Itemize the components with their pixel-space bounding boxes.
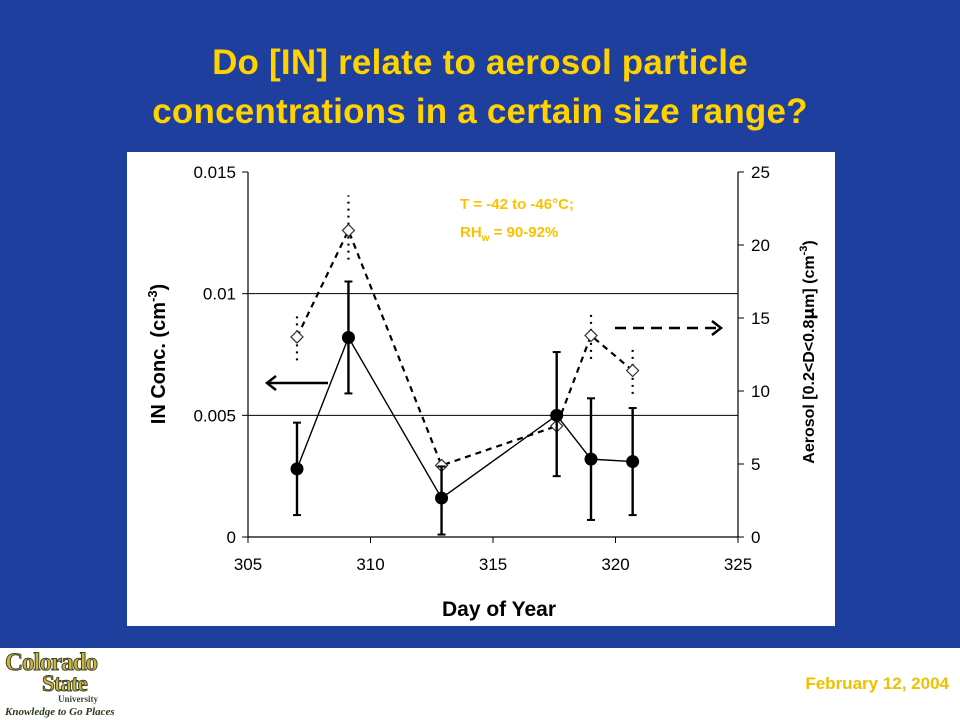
y-right-tick-label: 25: [751, 163, 770, 182]
y-left-axis-title: IN Conc. (cm-3): [145, 284, 170, 424]
y-left-title-sup: -3: [145, 290, 160, 302]
chart: 305 310 315 320 325 0 0.005 0.01 0.015 0 5 10 15 20 25…: [145, 163, 818, 621]
y-right-tick-label: 10: [751, 382, 770, 401]
logo-university: University: [58, 694, 98, 704]
y-right-title-tail: ): [801, 240, 818, 245]
chart-panel: 305 310 315 320 325 0 0.005 0.01 0.015 0 5 10 15 20 25…: [127, 152, 835, 626]
title-line-2: concentrations in a certain size range?: [152, 92, 808, 131]
aerosol-series: [290, 195, 640, 473]
y-right-tick-label: 15: [751, 309, 770, 328]
aerosol-point: [290, 330, 304, 344]
title-line-1: Do [IN] relate to aerosol particle: [212, 43, 748, 82]
aerosol-point: [625, 363, 640, 378]
logo-tagline: Knowledge to Go Places: [4, 706, 115, 718]
y-left-tick-label: 0: [227, 528, 236, 547]
in-conc-series: [290, 280, 640, 536]
footer: Colorado State University Knowledge to G…: [0, 648, 960, 720]
x-tick-label: 315: [479, 555, 507, 574]
slide-title: Do [IN] relate to aerosol particle conce…: [0, 38, 960, 136]
in-point: [435, 491, 449, 505]
annotation-line-2: RHw = 90-92%: [460, 224, 558, 244]
annotation-rh-sub: w: [481, 233, 490, 244]
y-left-title-tail: ): [148, 284, 170, 291]
logo-colorado: Colorado: [5, 649, 98, 676]
x-tick-label: 320: [601, 555, 629, 574]
y-right-tick-label: 20: [751, 236, 770, 255]
csu-logo: Colorado State University Knowledge to G…: [4, 649, 115, 719]
right-axis-arrow-head: [711, 320, 724, 336]
annotation-rh: RH: [460, 224, 482, 241]
plot-area: [248, 172, 738, 537]
y-left-tick-label: 0.015: [193, 163, 236, 182]
in-point: [290, 462, 304, 476]
annotation-line-1: T = -42 to -46°C;: [460, 196, 574, 213]
logo-state: State: [42, 671, 88, 696]
y-right-title-mu: μ: [799, 308, 818, 320]
in-point: [584, 452, 598, 466]
ticks: 305 310 315 320 325 0 0.005 0.01 0.015 0 5 10 15 20 25: [193, 163, 769, 574]
aerosol-point: [341, 223, 356, 238]
y-right-title-sup: -3: [798, 246, 810, 256]
y-right-tick-label: 5: [751, 455, 760, 474]
date-label: February 12, 2004: [805, 674, 949, 693]
aerosol-line: [296, 227, 634, 467]
x-tick-label: 310: [356, 555, 384, 574]
x-tick-label: 325: [724, 555, 752, 574]
gridlines: [248, 293, 738, 416]
y-right-axis-title: Aerosol [0.2<D<0.8μm] (cm-3): [798, 240, 818, 463]
left-axis-arrow-head: [264, 375, 277, 391]
y-left-tick-label: 0.005: [193, 406, 236, 425]
x-axis-title: Day of Year: [442, 598, 556, 621]
x-tick-label: 305: [234, 555, 262, 574]
in-point: [626, 455, 640, 469]
annotation-rh-value: = 90-92%: [489, 224, 558, 241]
y-right-title-mid: m] (cm: [801, 255, 818, 307]
aerosol-point: [584, 328, 598, 343]
y-left-tick-label: 0.01: [203, 285, 236, 304]
in-point: [550, 408, 564, 422]
y-right-tick-label: 0: [751, 528, 760, 547]
in-point: [341, 330, 355, 344]
axis-arrows: [264, 320, 724, 391]
in-line: [296, 335, 633, 500]
y-left-title-main: IN Conc. (cm: [148, 302, 170, 424]
y-right-title-main: Aerosol [0.2<D<0.8: [801, 320, 818, 464]
